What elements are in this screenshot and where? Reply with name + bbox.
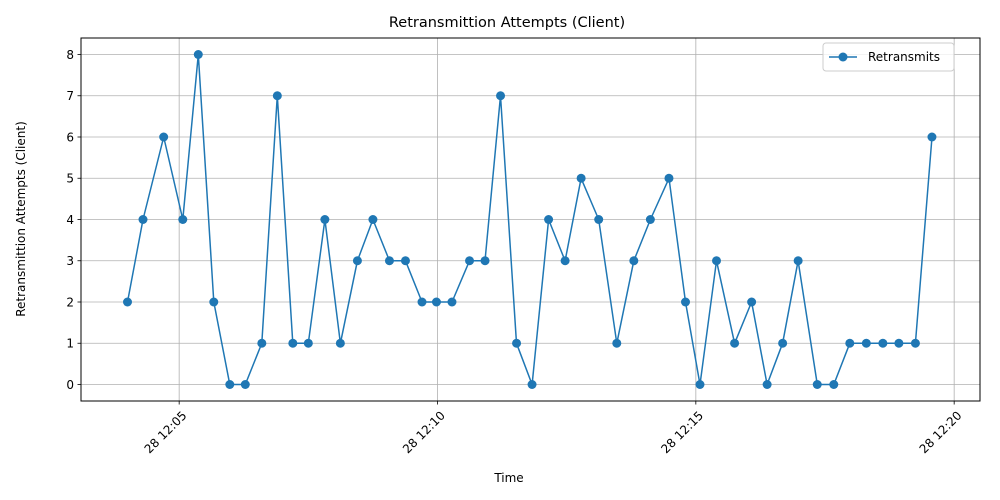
y-tick-label: 6 (66, 130, 74, 144)
data-point (527, 380, 537, 389)
data-point (431, 297, 441, 307)
data-point (303, 338, 313, 348)
data-point (159, 132, 169, 142)
data-point (496, 91, 506, 101)
data-point (793, 256, 803, 266)
data-point (512, 338, 522, 348)
data-point (812, 380, 822, 389)
data-point (257, 338, 267, 348)
series-line (126, 53, 933, 386)
data-point (910, 338, 920, 348)
legend-box (822, 42, 955, 72)
grid (81, 38, 980, 401)
y-tick-label: 0 (66, 378, 74, 392)
data-point (352, 256, 362, 266)
data-point (288, 338, 298, 348)
data-point (272, 91, 282, 101)
data-point (225, 380, 235, 389)
data-point (594, 215, 604, 224)
data-point (712, 256, 721, 266)
y-tick-label: 4 (66, 213, 74, 227)
data-point (178, 215, 188, 224)
y-axis-title: Retransmittion Attempts (Client) (14, 121, 28, 317)
data-point (778, 338, 788, 348)
data-point (730, 338, 740, 348)
data-point (629, 256, 639, 266)
data-point (695, 380, 705, 389)
data-point (240, 380, 250, 389)
legend-marker (838, 52, 848, 62)
y-tick-label: 5 (66, 172, 74, 186)
data-point (209, 297, 219, 307)
data-point (612, 338, 622, 348)
y-tick-label: 1 (66, 337, 74, 351)
data-point (664, 173, 674, 183)
chart-title: Retransmittion Attempts (Client) (389, 15, 625, 31)
data-point (417, 297, 427, 307)
data-point (544, 215, 554, 224)
data-point (465, 256, 475, 266)
data-point (645, 215, 655, 224)
data-point (747, 297, 757, 307)
y-tick-label: 8 (66, 48, 74, 62)
x-axis-title: Time (493, 471, 523, 485)
data-point (878, 338, 888, 348)
legend: Retransmits (822, 42, 955, 72)
data-point (681, 297, 690, 307)
series (123, 50, 937, 389)
data-point (138, 215, 148, 224)
data-point (193, 50, 203, 59)
data-point (576, 173, 586, 183)
data-point (560, 256, 570, 266)
data-point (384, 256, 394, 266)
legend-label: Retransmits (868, 50, 940, 64)
data-point (320, 215, 330, 224)
data-point (894, 338, 904, 348)
data-point (927, 132, 937, 142)
data-point (447, 297, 457, 307)
data-point (480, 256, 490, 266)
data-point (368, 215, 378, 224)
data-point (845, 338, 855, 348)
data-point (400, 256, 410, 266)
y-tick-label: 3 (66, 254, 74, 268)
data-point (335, 338, 345, 348)
data-point (861, 338, 871, 348)
y-tick-label: 7 (66, 89, 74, 103)
data-point (123, 297, 132, 307)
y-tick-label: 2 (66, 295, 74, 309)
data-point (762, 380, 772, 389)
data-point (829, 380, 839, 389)
